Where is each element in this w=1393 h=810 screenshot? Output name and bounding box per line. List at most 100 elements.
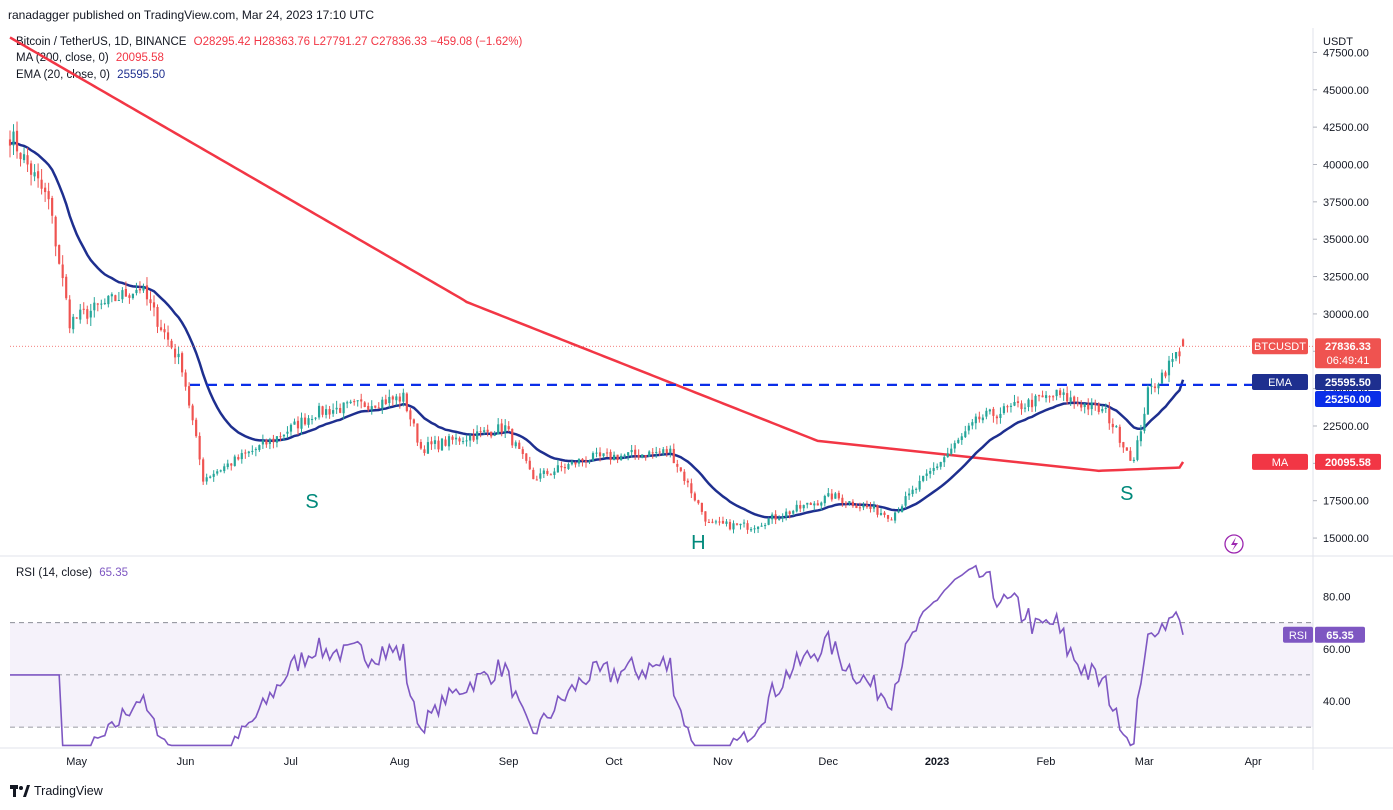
legend-rsi-row: RSI (14, close) 65.35 — [16, 567, 128, 579]
candle-body — [1143, 413, 1146, 431]
time-tick-label: Feb — [1036, 756, 1055, 768]
candle-body — [202, 459, 205, 482]
candle-body — [156, 306, 159, 327]
candle-body — [1016, 401, 1020, 403]
candle-body — [339, 408, 342, 413]
candle-body — [72, 316, 75, 330]
candle-body — [925, 473, 928, 476]
candle-body — [672, 448, 675, 464]
ma-price-label-tag — [1252, 453, 1308, 470]
btc-price-label-countdown: 06:49:41 — [1327, 355, 1370, 367]
candle-body — [1101, 409, 1104, 412]
candle-body — [1002, 406, 1006, 414]
candle-body — [834, 493, 837, 499]
candle-body — [553, 471, 556, 475]
candle-body — [184, 372, 187, 387]
candle-body — [644, 455, 647, 458]
candle-body — [40, 179, 43, 189]
lightning-icon — [1224, 534, 1244, 554]
time-tick-label: 2023 — [925, 756, 949, 768]
time-tick-label: Jun — [177, 756, 195, 768]
rsi-value-box — [1315, 626, 1365, 643]
candle-body — [54, 216, 57, 247]
candle-body — [93, 302, 96, 311]
price-tick-label: 47500.00 — [1323, 47, 1369, 59]
candle-body — [922, 475, 925, 481]
candle-body — [669, 448, 672, 453]
candle-body — [1044, 395, 1048, 399]
candle-body — [785, 511, 788, 517]
ema-price-label-tag — [1252, 374, 1308, 390]
candle-body — [711, 521, 714, 523]
candle-body — [1171, 359, 1174, 362]
candle-body — [756, 526, 760, 529]
candle-body — [219, 470, 222, 472]
candle-body — [788, 511, 791, 515]
candle-body — [37, 171, 40, 179]
candle-body — [725, 521, 728, 524]
ma-price-label-value: 20095.58 — [1325, 457, 1371, 469]
candle-body — [177, 353, 180, 358]
candle-body — [244, 452, 247, 454]
candle-body — [542, 470, 545, 475]
candle-body — [662, 449, 665, 454]
publisher-line: ranadagger published on TradingView.com,… — [8, 8, 375, 22]
candle-body — [212, 473, 215, 477]
candle-body — [1094, 403, 1097, 405]
candle-body — [223, 466, 226, 472]
candle-body — [454, 437, 458, 440]
candle-body — [641, 454, 644, 458]
candle-body — [844, 502, 847, 504]
candle-body — [978, 416, 981, 420]
candle-body — [1129, 450, 1132, 461]
candle-body — [746, 523, 749, 530]
candle-body — [1055, 389, 1058, 397]
candle-body — [430, 441, 433, 445]
candle-body — [651, 452, 654, 454]
price-tick-label: 32500.00 — [1323, 272, 1369, 284]
candle-body — [402, 392, 405, 402]
candle-body — [472, 434, 475, 441]
candle-body — [813, 503, 816, 506]
candle-body — [1009, 405, 1013, 407]
candle-body — [778, 518, 781, 520]
pattern-label: S — [305, 491, 318, 513]
candle-body — [1164, 372, 1167, 377]
candle-body — [26, 155, 29, 165]
candle-body — [447, 436, 451, 447]
candle-body — [735, 523, 739, 525]
candle-body — [602, 453, 605, 457]
candle-body — [296, 420, 300, 429]
candle-body — [307, 418, 310, 425]
candle-body — [848, 500, 851, 504]
candle-body — [1090, 402, 1093, 410]
candle-body — [760, 525, 763, 527]
candle-body — [300, 417, 303, 429]
candle-body — [1115, 426, 1118, 428]
legend-ema-label: EMA (20, close, 0) — [16, 69, 110, 81]
candle-body — [936, 466, 939, 469]
candle-body — [953, 443, 956, 449]
candle-body — [739, 523, 742, 526]
candle-body — [1006, 406, 1009, 408]
candle-body — [539, 473, 542, 479]
candle-body — [616, 454, 619, 460]
candle-body — [444, 439, 447, 446]
candle-body — [1023, 407, 1027, 409]
candle-body — [1157, 384, 1160, 389]
candle-body — [240, 453, 243, 460]
candle-body — [12, 131, 15, 146]
candle-body — [1034, 395, 1037, 407]
legend-ema-value: 25595.50 — [117, 69, 166, 81]
candle-body — [1087, 403, 1090, 410]
candle-body — [556, 465, 559, 473]
candle-body — [124, 288, 127, 297]
candle-body — [490, 431, 493, 437]
candle-body — [514, 442, 517, 447]
candle-body — [173, 348, 177, 358]
candle-body — [388, 396, 391, 404]
candle-body — [584, 460, 588, 463]
candle-body — [1052, 396, 1055, 398]
candle-body — [1150, 385, 1153, 387]
